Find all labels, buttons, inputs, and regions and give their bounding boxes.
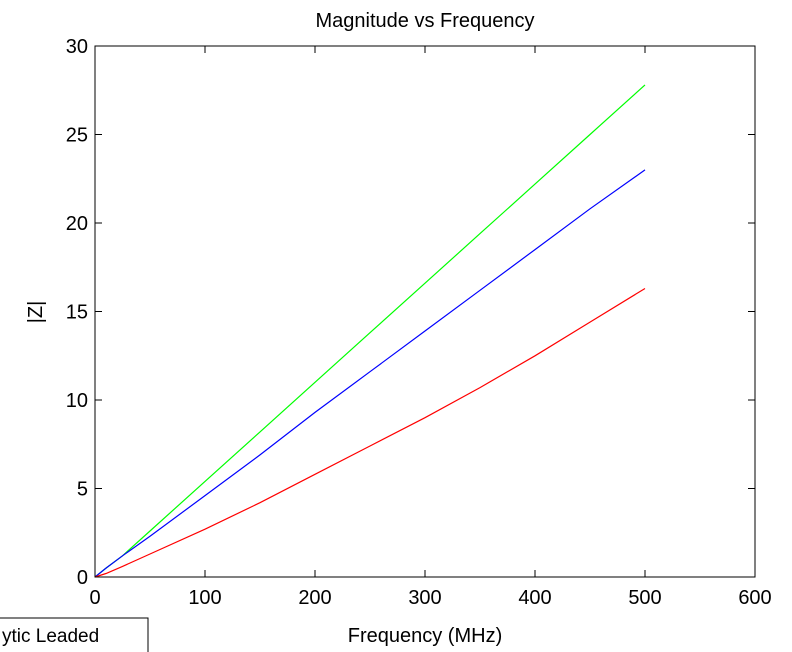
x-tick-label: 0	[89, 587, 100, 609]
x-axis-title: Frequency (MHz)	[348, 625, 502, 647]
x-tick-label: 400	[518, 587, 551, 609]
x-tick-label: 500	[628, 587, 661, 609]
y-tick-label: 5	[77, 479, 88, 501]
series-line-3	[94, 287, 646, 578]
y-tick-label: 0	[77, 567, 88, 589]
x-tick-label: 200	[298, 587, 331, 609]
plot-frame	[94, 45, 756, 578]
y-tick-label: 15	[66, 302, 88, 324]
x-tick-label: 100	[188, 587, 221, 609]
chart-title: Magnitude vs Frequency	[315, 10, 534, 32]
axis-ticks: 0 100 200 300 400 500 600 0 5 10 15 20 25 30	[66, 36, 772, 609]
series-line-2	[94, 169, 646, 578]
x-tick-label: 600	[738, 587, 771, 609]
y-tick-label: 10	[66, 390, 88, 412]
y-axis-title: |Z|	[25, 301, 47, 324]
legend-box	[0, 617, 149, 652]
y-tick-label: 25	[66, 125, 88, 147]
y-tick-label: 30	[66, 36, 88, 58]
plot-lines	[94, 84, 646, 578]
legend-entry-label: ytic Leaded	[2, 626, 99, 647]
y-tick-label: 20	[66, 213, 88, 235]
series-line-1	[94, 84, 646, 578]
x-tick-label: 300	[408, 587, 441, 609]
legend: ytic Leaded	[0, 617, 149, 652]
